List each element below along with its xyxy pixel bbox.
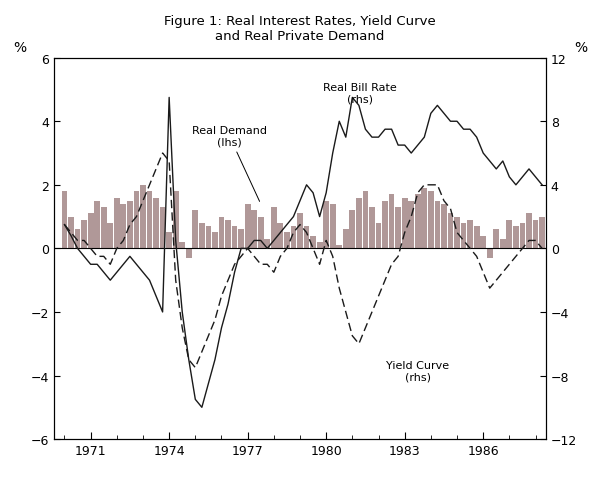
Bar xyxy=(382,201,388,249)
Bar xyxy=(493,230,499,249)
Bar xyxy=(258,217,263,249)
Bar xyxy=(284,233,290,249)
Bar xyxy=(199,224,205,249)
Bar xyxy=(448,214,454,249)
Bar xyxy=(251,211,257,249)
Bar xyxy=(330,204,335,249)
Bar xyxy=(121,204,126,249)
Bar xyxy=(173,192,179,249)
Bar xyxy=(474,226,479,249)
Bar xyxy=(467,221,473,249)
Bar xyxy=(74,230,80,249)
Bar xyxy=(461,224,466,249)
Bar xyxy=(520,224,526,249)
Bar xyxy=(526,214,532,249)
Bar xyxy=(533,221,538,249)
Bar xyxy=(513,226,519,249)
Bar xyxy=(88,214,94,249)
Bar xyxy=(421,189,427,249)
Bar xyxy=(362,192,368,249)
Bar xyxy=(245,204,251,249)
Bar xyxy=(481,236,486,249)
Bar xyxy=(356,198,362,249)
Bar xyxy=(265,240,270,249)
Bar xyxy=(225,221,231,249)
Text: Real Bill Rate
(rhs): Real Bill Rate (rhs) xyxy=(323,82,397,104)
Bar xyxy=(297,214,303,249)
Bar xyxy=(271,208,277,249)
Bar xyxy=(193,211,198,249)
Bar xyxy=(277,224,283,249)
Bar xyxy=(376,224,382,249)
Bar xyxy=(140,185,146,249)
Bar xyxy=(114,198,119,249)
Bar xyxy=(127,201,133,249)
Bar xyxy=(134,192,139,249)
Bar xyxy=(317,243,323,249)
Bar xyxy=(323,201,329,249)
Text: Real Demand
(lhs): Real Demand (lhs) xyxy=(192,126,267,202)
Bar xyxy=(186,249,191,259)
Bar xyxy=(212,233,218,249)
Bar xyxy=(160,208,166,249)
Bar xyxy=(310,236,316,249)
Bar xyxy=(146,192,152,249)
Bar xyxy=(304,226,310,249)
Bar xyxy=(179,243,185,249)
Text: Yield Curve
(rhs): Yield Curve (rhs) xyxy=(386,360,449,382)
Bar xyxy=(500,240,506,249)
Bar xyxy=(415,195,421,249)
Bar xyxy=(290,226,296,249)
Text: %: % xyxy=(13,41,26,55)
Bar xyxy=(68,217,74,249)
Bar xyxy=(434,201,440,249)
Bar xyxy=(153,198,159,249)
Bar xyxy=(389,195,394,249)
Bar xyxy=(487,249,493,259)
Bar xyxy=(232,226,238,249)
Bar xyxy=(428,192,434,249)
Bar xyxy=(218,217,224,249)
Bar xyxy=(395,208,401,249)
Bar xyxy=(369,208,375,249)
Bar xyxy=(343,230,349,249)
Bar xyxy=(81,221,87,249)
Bar xyxy=(337,246,342,249)
Bar xyxy=(409,201,414,249)
Bar xyxy=(94,201,100,249)
Bar xyxy=(62,192,67,249)
Bar xyxy=(441,204,447,249)
Bar xyxy=(101,208,107,249)
Bar xyxy=(402,198,407,249)
Bar xyxy=(166,233,172,249)
Bar xyxy=(454,217,460,249)
Bar xyxy=(539,217,545,249)
Bar xyxy=(506,221,512,249)
Bar xyxy=(107,224,113,249)
Text: %: % xyxy=(574,41,587,55)
Bar xyxy=(349,211,355,249)
Bar xyxy=(206,226,211,249)
Bar xyxy=(238,230,244,249)
Text: Figure 1: Real Interest Rates, Yield Curve
and Real Private Demand: Figure 1: Real Interest Rates, Yield Cur… xyxy=(164,15,436,42)
